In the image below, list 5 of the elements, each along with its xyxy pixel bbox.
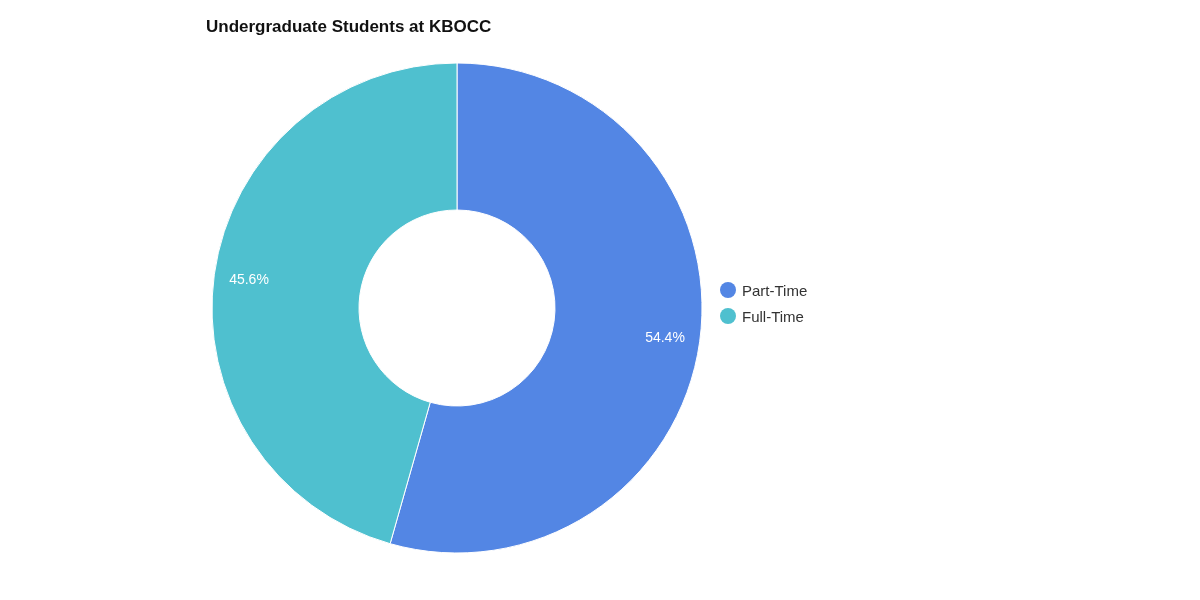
chart-title: Undergraduate Students at KBOCC: [206, 17, 492, 37]
data-label: 45.6%: [229, 271, 269, 288]
data-label: 54.4%: [645, 328, 685, 345]
legend-label: Part-Time: [742, 281, 808, 299]
legend-label: Full-Time: [742, 307, 804, 325]
